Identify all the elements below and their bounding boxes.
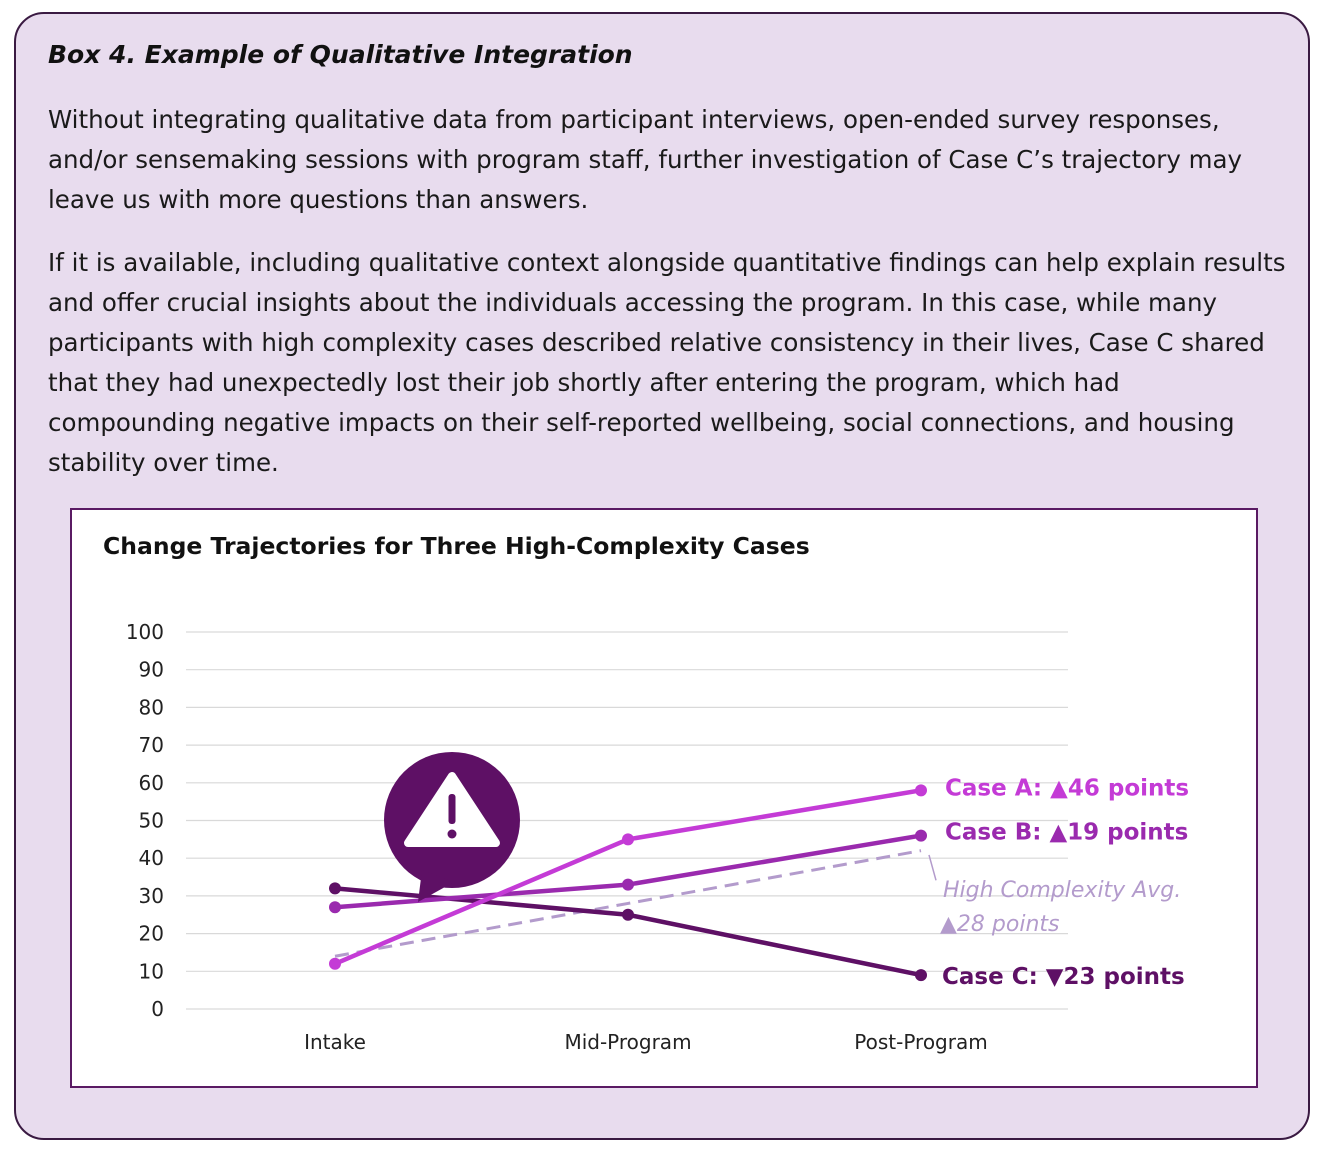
y-tick-label-70: 70 bbox=[139, 733, 164, 757]
avg-label-name: High Complexity Avg. bbox=[943, 878, 1181, 903]
y-tick-label-10: 10 bbox=[139, 959, 164, 983]
case-b-label: Case B: ▲19 points bbox=[945, 820, 1188, 846]
point-case-b-3 bbox=[915, 829, 927, 842]
case-c-label: Case C: ▼23 points bbox=[942, 964, 1185, 990]
y-tick-label-50: 50 bbox=[139, 809, 164, 833]
y-tick-label-60: 60 bbox=[139, 771, 164, 795]
paragraph-1: Without integrating qualitative data fro… bbox=[48, 105, 1242, 214]
series-line-high-complexity-avg bbox=[334, 849, 922, 958]
y-tick-label-30: 30 bbox=[139, 884, 164, 908]
point-case-c-1 bbox=[329, 882, 341, 895]
chart-title: Change Trajectories for Three High-Compl… bbox=[103, 532, 810, 560]
point-case-b-2 bbox=[622, 878, 634, 891]
warning-exclamation-dot bbox=[447, 829, 457, 839]
point-case-b-1 bbox=[329, 901, 341, 914]
box-title: Box 4. Example of Qualitative Integratio… bbox=[48, 40, 633, 69]
qualitative-integration-box: Box 4. Example of Qualitative Integratio… bbox=[14, 12, 1310, 1140]
y-tick-label-40: 40 bbox=[139, 846, 164, 870]
y-tick-label-90: 90 bbox=[139, 658, 164, 682]
paragraph-2: If it is available, including qualitativ… bbox=[48, 248, 1286, 477]
warning-icon bbox=[384, 752, 520, 902]
point-case-c-2 bbox=[622, 908, 634, 921]
point-case-a-3 bbox=[915, 784, 927, 797]
warning-bubble-tail bbox=[418, 870, 454, 902]
y-tick-label-20: 20 bbox=[139, 922, 164, 946]
warning-exclamation-bar bbox=[448, 794, 456, 824]
x-tick-label-2: Mid-Program bbox=[564, 1030, 691, 1054]
point-case-a-2 bbox=[622, 833, 634, 846]
x-tick-label-1: Intake bbox=[304, 1030, 366, 1054]
chart-panel: Change Trajectories for Three High-Compl… bbox=[70, 508, 1258, 1088]
avg-label-value: ▲28 points bbox=[940, 912, 1059, 937]
avg-leader-line bbox=[928, 854, 937, 881]
point-case-c-3 bbox=[915, 969, 927, 982]
x-tick-label-3: Post-Program bbox=[854, 1030, 987, 1054]
case-a-label: Case A: ▲46 points bbox=[945, 775, 1189, 801]
y-tick-label-100: 100 bbox=[126, 620, 164, 644]
y-tick-label-0: 0 bbox=[151, 997, 164, 1021]
line-chart: 0 10 20 30 40 50 60 70 80 90 100 Intake Mid-Program P… bbox=[126, 620, 1189, 1054]
point-case-a-1 bbox=[329, 957, 341, 970]
y-tick-label-80: 80 bbox=[139, 695, 164, 719]
